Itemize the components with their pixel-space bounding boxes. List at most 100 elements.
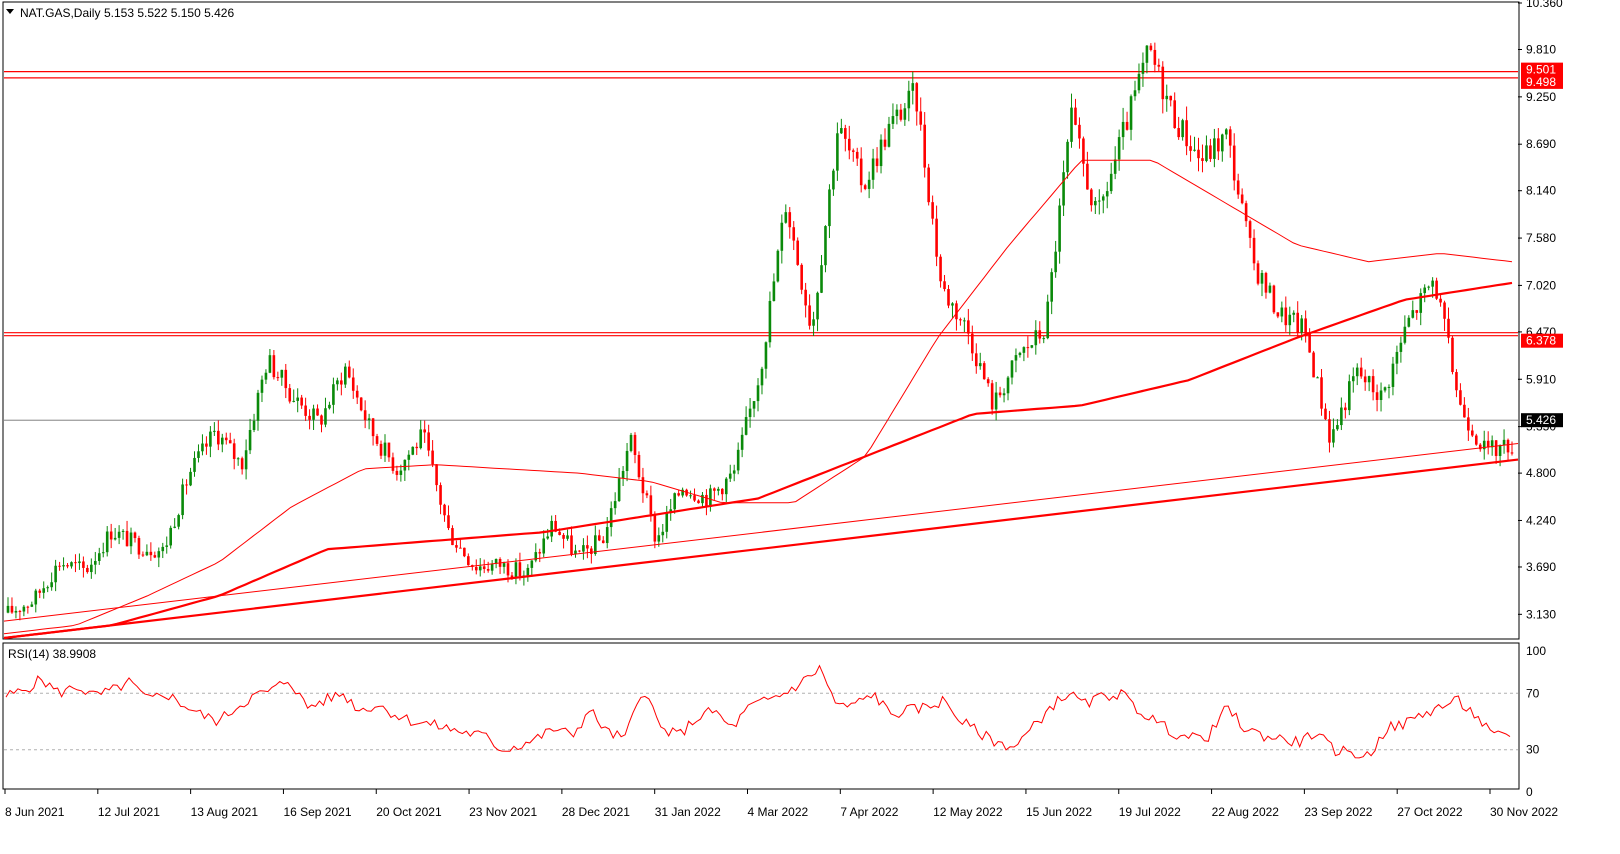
rsi-tick-label: 100 [1526,644,1546,658]
candle-bear [986,379,990,384]
candle-bear [1157,64,1161,67]
candle-bear [1276,312,1280,317]
candle-bull [582,545,585,552]
candle-bear [355,390,359,398]
candle-bear [1312,352,1315,378]
date-tick-label: 22 Aug 2022 [1212,805,1280,819]
candle-bull [629,434,633,451]
candle-bull [494,558,498,564]
candle-bear [486,569,490,571]
candle-bear [1463,404,1466,418]
candle-bear [943,281,946,290]
candle-bull [673,493,676,510]
candle-bear [459,547,462,549]
candle-bear [1256,263,1260,284]
candle-bull [550,520,553,537]
candle-bear [427,432,430,451]
candle-bear [518,562,522,577]
candle-bear [443,504,446,516]
candle-bull [1292,312,1296,315]
date-tick-label: 28 Dec 2021 [562,805,630,819]
candle-bull [1427,286,1430,288]
candle-bull [201,443,204,452]
candle-bear [570,535,573,555]
candle-bull [1221,134,1224,152]
candle-bull [54,565,57,583]
candle-bull [209,431,212,447]
date-axis: 8 Jun 2021 12 Jul 2021 13 Aug 2021 16 Sep 2… [4,789,1558,819]
candle-bear [1439,298,1442,303]
candle-bull [1066,141,1069,173]
candle-bull [70,562,73,567]
candle-bear [899,109,903,120]
candle-bear [1169,95,1173,101]
candle-bear [340,380,343,385]
candle-bull [566,535,569,539]
candle-bull [574,550,577,555]
candle-bear [1248,221,1252,238]
candle-bull [161,546,165,552]
candle-bear [86,567,89,573]
candle-bear [205,443,208,447]
candle-bull [709,488,712,507]
candle-bull [1332,429,1335,443]
candle-bear [1272,285,1276,313]
candle-bear [538,552,542,554]
price-tick-label: 4.800 [1526,466,1556,480]
candle-bull [895,109,899,117]
candle-bear [1038,330,1042,339]
candle-bear [1308,333,1311,353]
candle-bear [851,150,855,152]
candle-bear [1090,189,1093,206]
candle-bull [117,531,121,538]
candle-bear [990,383,994,410]
candle-bear [1451,337,1454,373]
candle-bear [510,575,514,578]
candle-bull [1117,137,1121,160]
candle-bear [1252,237,1256,264]
triangle-down-icon[interactable] [6,9,14,14]
price-tick-label: 9.810 [1526,43,1556,57]
candle-bear [316,408,319,416]
candle-bull [1137,73,1141,91]
candle-bull [181,484,184,516]
candle-bear [562,534,565,539]
candle-bear [1236,180,1240,195]
candle-bull [6,605,10,613]
rsi-tick-label: 70 [1526,686,1540,700]
candle-bull [1224,129,1228,135]
candle-bear [415,446,419,449]
price-tick-label: 3.690 [1526,560,1556,574]
candle-bear [705,494,708,507]
candle-bull [772,281,776,301]
candle-bull [732,470,736,474]
candle-bear [153,555,157,558]
candle-bull [1145,45,1149,63]
candle-bull [1014,355,1018,361]
candle-bear [974,353,978,367]
candle-bull [1399,342,1403,352]
candle-bull [867,179,871,189]
candle-bear [1185,120,1188,147]
candle-bear [859,158,863,186]
candle-bear [955,303,958,320]
candle-bear [82,561,85,568]
candle-bear [1078,124,1081,139]
candle-bull [891,116,895,124]
price-marker-box [1521,74,1563,89]
candle-bear [455,545,458,548]
date-tick-label: 30 Nov 2022 [1490,805,1558,819]
candle-bear [391,457,395,471]
candle-bull [244,450,248,470]
candle-bear [1161,66,1165,100]
candle-bull [1018,352,1022,356]
candle-bull [625,450,629,472]
candle-bull [736,449,740,471]
candle-bull [332,384,335,405]
candle-bull [1355,367,1359,377]
candle-bull [907,90,911,109]
candle-bear [304,405,307,416]
price-tick-label: 10.360 [1526,0,1563,10]
candle-bull [1042,338,1046,340]
